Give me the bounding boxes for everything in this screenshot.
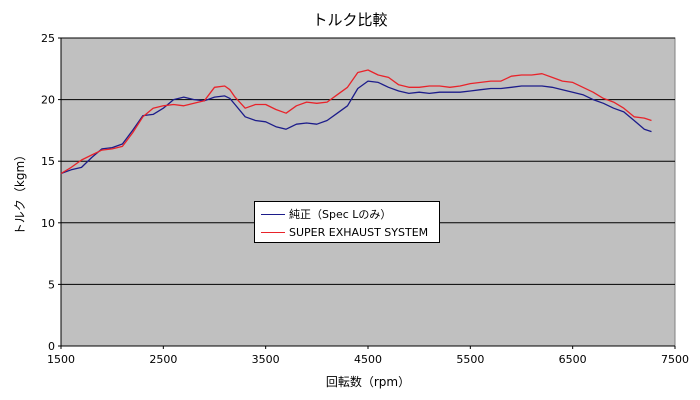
y-axis-label: トルク（kgm） — [13, 149, 27, 235]
legend: 純正（Spec Lのみ） SUPER EXHAUST SYSTEM — [254, 201, 440, 243]
legend-swatch-exhaust — [261, 231, 285, 233]
y-tick-label-15: 15 — [41, 155, 55, 168]
chart-title: トルク比較 — [312, 11, 388, 29]
x-tick-label-1500: 1500 — [47, 353, 75, 366]
x-tick-label-6500: 6500 — [559, 353, 587, 366]
legend-item-stock: 純正（Spec Lのみ） — [261, 206, 391, 222]
legend-label-stock: 純正（Spec Lのみ） — [289, 208, 392, 221]
x-tick-label-5500: 5500 — [456, 353, 484, 366]
x-axis-label: 回転数（rpm） — [326, 374, 410, 389]
series-line-stock — [60, 80, 652, 175]
x-tick-label-3500: 3500 — [252, 353, 280, 366]
series-line-exhaust — [60, 69, 652, 175]
legend-label-exhaust: SUPER EXHAUST SYSTEM — [289, 225, 429, 239]
legend-swatch-stock — [261, 213, 285, 215]
x-tick-label-4500: 4500 — [354, 353, 382, 366]
legend-item-exhaust: SUPER EXHAUST SYSTEM — [261, 224, 428, 240]
y-tick-label-5: 5 — [48, 278, 55, 291]
plot-area — [60, 37, 676, 347]
y-tick-label-0: 0 — [48, 340, 55, 353]
y-tick-label-10: 10 — [41, 217, 55, 230]
tick-labels: 0 5 10 15 20 25 1500 2500 3500 4500 5500 6500 7500 — [41, 32, 689, 366]
x-tick-label-7500: 7500 — [661, 353, 689, 366]
series-layer — [60, 69, 652, 175]
x-tick-label-2500: 2500 — [149, 353, 177, 366]
y-tick-label-25: 25 — [41, 32, 55, 45]
y-tick-label-20: 20 — [41, 94, 55, 107]
